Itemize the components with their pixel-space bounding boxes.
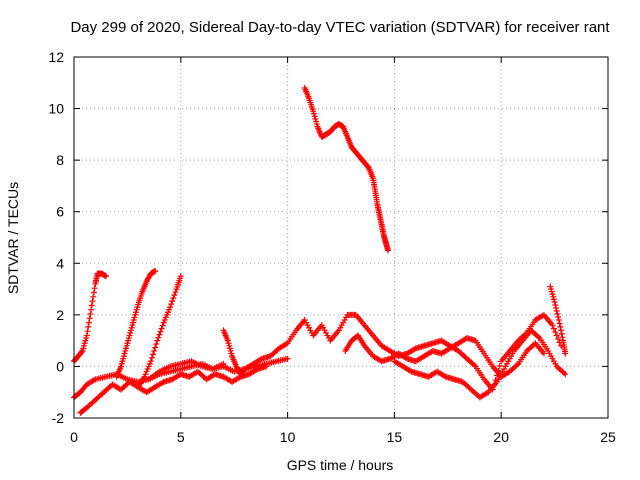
series-s3 — [77, 363, 270, 416]
data-point — [168, 301, 175, 308]
data-point — [155, 334, 162, 341]
data-point — [167, 304, 174, 311]
data-point — [557, 323, 564, 330]
data-point — [172, 289, 179, 296]
data-point — [157, 328, 164, 335]
series-s11 — [547, 283, 569, 357]
y-tick-label: -2 — [52, 410, 65, 426]
data-point — [540, 350, 547, 357]
data-point — [148, 354, 155, 361]
data-point — [154, 337, 161, 344]
x-tick-label: 15 — [387, 429, 403, 445]
data-point — [552, 329, 559, 336]
data-point — [90, 289, 97, 296]
data-point — [556, 320, 563, 327]
data-point — [78, 348, 85, 355]
data-point — [88, 306, 95, 313]
data-point — [555, 317, 562, 324]
data-point — [220, 360, 227, 367]
data-point — [103, 273, 110, 280]
plot-frame — [73, 56, 609, 419]
data-point — [170, 295, 177, 302]
data-point — [552, 301, 559, 308]
data-point — [171, 292, 178, 299]
x-tick-label: 20 — [493, 429, 509, 445]
x-tick-label: 5 — [177, 429, 185, 445]
data-point — [86, 315, 93, 322]
series-s1 — [71, 270, 110, 365]
data-point — [85, 323, 92, 330]
data-point — [84, 328, 91, 335]
data-point — [177, 273, 184, 280]
series-s7 — [220, 311, 565, 393]
data-point — [553, 332, 560, 339]
data-point — [496, 362, 503, 369]
data-point — [384, 247, 391, 254]
x-axis-label: GPS time / hours — [287, 457, 394, 473]
series-s10 — [301, 84, 391, 254]
data-point — [83, 332, 90, 339]
x-tick-label: 10 — [280, 429, 296, 445]
series-s4 — [113, 268, 159, 380]
data-point — [562, 371, 569, 378]
data-point — [88, 302, 95, 309]
grid-lines — [74, 57, 608, 418]
data-point — [159, 322, 166, 329]
y-tick-label: 12 — [48, 49, 64, 65]
x-tick-label: 25 — [600, 429, 616, 445]
data-point — [553, 304, 560, 311]
data-point — [555, 314, 562, 321]
data-point — [551, 298, 558, 305]
data-point — [553, 307, 560, 314]
series-s9 — [391, 327, 569, 401]
y-axis-ticks: -2 0 2 4 6 8 10 12 — [48, 49, 608, 426]
y-axis-label: SDTVAR / TECUs — [5, 182, 21, 294]
data-point — [156, 331, 163, 338]
data-point — [91, 285, 98, 292]
data-point — [87, 310, 94, 317]
data-point — [558, 342, 565, 349]
data-point — [158, 325, 165, 332]
data-point — [549, 322, 556, 329]
data-point — [169, 298, 176, 305]
data-point — [153, 341, 160, 348]
data-point — [559, 334, 566, 341]
y-tick-label: 0 — [56, 358, 64, 374]
data-point — [151, 347, 158, 354]
data-point — [152, 344, 159, 351]
data-points — [71, 84, 569, 416]
data-point — [550, 325, 557, 332]
data-point — [555, 335, 562, 342]
x-tick-label: 0 — [70, 429, 78, 445]
data-point — [263, 363, 270, 370]
y-tick-label: 6 — [56, 204, 64, 220]
data-point — [90, 293, 97, 300]
y-tick-label: 8 — [56, 152, 64, 168]
y-tick-label: 2 — [56, 307, 64, 323]
data-point — [152, 268, 159, 275]
series-s6 — [145, 358, 227, 383]
data-point — [558, 330, 565, 337]
data-point — [284, 355, 291, 362]
data-point — [147, 358, 154, 365]
data-point — [85, 319, 92, 326]
data-point — [562, 350, 569, 357]
chart-title: Day 299 of 2020, Sidereal Day-to-day VTE… — [70, 19, 610, 36]
x-axis-ticks: 0 5 10 15 20 25 — [70, 57, 616, 445]
series-s8 — [342, 332, 547, 380]
data-point — [554, 310, 561, 317]
y-tick-label: 4 — [56, 255, 64, 271]
y-tick-label: 10 — [48, 101, 64, 117]
data-point — [558, 327, 565, 334]
data-point — [150, 351, 157, 358]
data-point — [89, 298, 96, 305]
series-s5 — [135, 273, 184, 391]
